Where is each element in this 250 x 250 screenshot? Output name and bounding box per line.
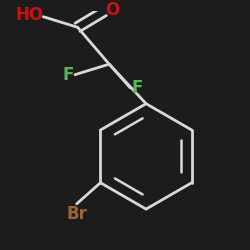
Text: O: O: [105, 1, 120, 19]
Text: HO: HO: [15, 6, 43, 25]
Text: F: F: [132, 79, 143, 97]
Text: F: F: [62, 66, 74, 84]
Text: Br: Br: [66, 205, 87, 223]
